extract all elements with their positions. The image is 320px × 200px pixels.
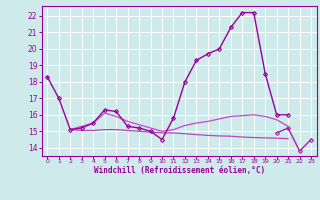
X-axis label: Windchill (Refroidissement éolien,°C): Windchill (Refroidissement éolien,°C): [94, 166, 265, 175]
